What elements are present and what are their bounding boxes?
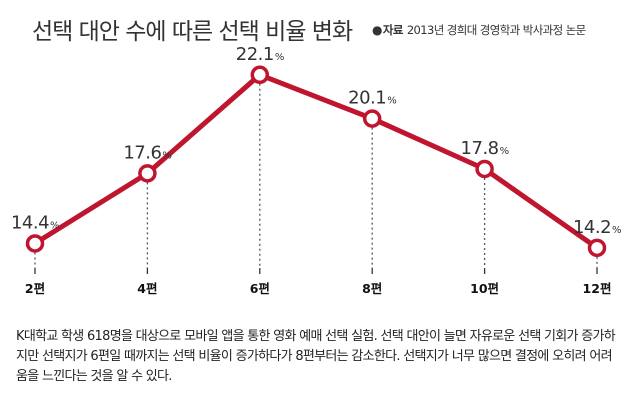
category-label: 2편 (25, 281, 45, 296)
source-note: ●자료 2013년 경희대 경영학과 박사과정 논문 (372, 22, 586, 38)
source-text: 2013년 경희대 경영학과 박사과정 논문 (406, 23, 586, 37)
source-label: 자료 (382, 23, 404, 37)
drop-lines (34, 83, 598, 268)
data-point (587, 238, 607, 258)
value-label: 20.1% (348, 88, 396, 109)
data-point (362, 109, 382, 128)
category-label: 6편 (250, 281, 270, 296)
value-label: 14.4% (11, 212, 59, 233)
category-label: 8편 (362, 281, 382, 296)
category-label: 12편 (583, 281, 612, 296)
chart-title: 선택 대안 수에 따른 선택 비율 변화 (32, 19, 353, 45)
data-point (250, 65, 270, 85)
value-labels: 14.4% 17.6% 22.1% 20.1% 17.8% 14.2% (11, 44, 622, 238)
data-point (25, 234, 45, 253)
category-label: 4편 (137, 281, 157, 296)
value-label: 22.1% (236, 44, 284, 65)
source-bullet-icon: ● (372, 23, 382, 37)
value-label: 17.6% (123, 142, 171, 163)
value-label: 14.2% (573, 217, 621, 238)
value-label: 17.8% (461, 138, 509, 159)
line-chart: 14.4% 17.6% 22.1% 20.1% 17.8% 14.2% 2편 4편 6편 8편 1… (11, 44, 622, 296)
axis-ticks (34, 268, 598, 274)
category-labels: 2편 4편 6편 8편 10편 12편 (25, 281, 612, 296)
caption-text: K대학교 학생 618명을 대상으로 모바일 앱을 통한 영화 예매 선택 실험… (16, 329, 616, 384)
data-points (25, 65, 607, 258)
series-line (32, 72, 600, 251)
category-label: 10편 (470, 281, 499, 296)
data-point (475, 159, 494, 179)
data-point (138, 164, 157, 183)
